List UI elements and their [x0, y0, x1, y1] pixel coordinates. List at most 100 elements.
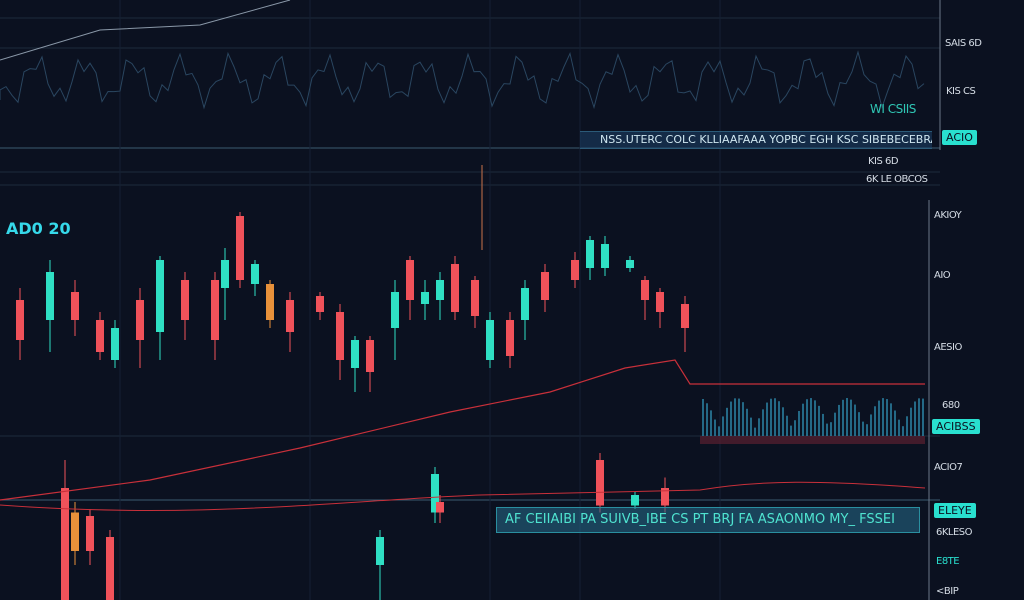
volume-bar — [830, 422, 832, 436]
volume-bar — [786, 415, 788, 436]
volume-bar — [838, 404, 840, 436]
top-series-line — [0, 0, 291, 61]
volume-bar — [922, 398, 924, 436]
candle — [571, 260, 579, 280]
candle — [111, 328, 119, 360]
volume-bar — [714, 419, 716, 436]
lower-candle — [661, 488, 669, 506]
lower-candle — [431, 474, 439, 513]
candle — [221, 260, 229, 288]
candle — [541, 272, 549, 300]
lower-candle — [631, 495, 639, 506]
volume-bar — [770, 398, 772, 436]
volume-bar — [870, 414, 872, 436]
candle — [451, 264, 459, 312]
candle — [521, 288, 529, 320]
volume-bar — [878, 400, 880, 436]
volume-bar — [706, 403, 708, 436]
volume-bar — [806, 399, 808, 436]
volume-bar — [778, 401, 780, 436]
candle — [251, 264, 259, 284]
volume-bar — [826, 423, 828, 436]
candle — [336, 312, 344, 360]
volume-bar — [902, 426, 904, 436]
axis-label-top-0: SAIS 6D — [945, 38, 982, 49]
candle — [681, 304, 689, 328]
candle — [486, 320, 494, 360]
volume-bar — [822, 413, 824, 436]
axis-label-main-5: <BIP — [936, 586, 959, 597]
candle — [626, 260, 634, 268]
lower-trend-line — [0, 481, 926, 511]
candle — [366, 340, 374, 372]
volume-bar — [766, 402, 768, 436]
volume-band — [700, 436, 925, 444]
volume-bar — [818, 405, 820, 436]
volume-bar — [858, 412, 860, 436]
volume-bar — [718, 426, 720, 436]
price-tag-lower: E8TE — [936, 556, 960, 567]
volume-bar — [750, 417, 752, 436]
volume-bar — [814, 400, 816, 436]
candle — [211, 280, 219, 340]
volume-bar — [722, 416, 724, 436]
volume-bar — [834, 412, 836, 436]
axis-label-top-4: 6K LE OBCOS — [866, 174, 928, 185]
price-tag-top: ACIO — [942, 130, 977, 145]
axis-label-top-2: KIS 6D — [868, 156, 899, 167]
price-tag-main: ACIBSS — [932, 419, 980, 434]
volume-bar — [898, 419, 900, 436]
candle — [316, 296, 324, 312]
candle — [406, 260, 414, 300]
volume-bar — [794, 420, 796, 436]
candle — [391, 292, 399, 328]
lower-candle — [61, 488, 69, 600]
volume-bar — [862, 421, 864, 436]
top-banner: NSS.UTERC COLC KLLIAAFAAA YOPBC EGH KSC … — [580, 131, 932, 149]
axis-label-main-4: ACIO7 — [934, 462, 963, 473]
candle — [601, 244, 609, 268]
candle — [421, 292, 429, 304]
volume-bar — [918, 398, 920, 436]
volume-bar — [890, 403, 892, 436]
lower-candle — [436, 502, 444, 513]
volume-bar — [874, 406, 876, 436]
volume-bar — [790, 425, 792, 436]
candle — [266, 284, 274, 320]
candle — [236, 216, 244, 280]
lower-candle — [596, 460, 604, 506]
axis-label-main-3: 680 — [942, 400, 960, 411]
volume-bar — [802, 403, 804, 436]
candle — [286, 300, 294, 332]
volume-bar — [906, 416, 908, 436]
candle — [136, 300, 144, 340]
candle — [436, 280, 444, 300]
volume-bar — [882, 398, 884, 436]
lower-axis-label: 6KLESO — [936, 527, 973, 538]
volume-bar — [762, 409, 764, 436]
volume-bar — [734, 398, 736, 436]
lower-candle — [106, 537, 114, 600]
volume-bar — [914, 401, 916, 436]
candle — [641, 280, 649, 300]
volume-bar — [810, 398, 812, 436]
volume-bar — [782, 407, 784, 436]
trend-line — [0, 359, 925, 501]
volume-bar — [730, 401, 732, 436]
volume-bar — [910, 407, 912, 436]
lower-candle — [376, 537, 384, 565]
candle — [16, 300, 24, 340]
candle — [156, 260, 164, 332]
volume-bar — [758, 418, 760, 436]
volume-bar — [894, 410, 896, 436]
volume-bar — [842, 399, 844, 436]
candle — [46, 272, 54, 320]
axis-label-main-0: AKIOY — [934, 210, 962, 221]
volume-bar — [846, 398, 848, 436]
candle — [656, 292, 664, 312]
volume-bar — [738, 398, 740, 436]
candle — [181, 280, 189, 320]
volume-bar — [798, 410, 800, 436]
chart-title: AD0 20 — [6, 219, 71, 238]
volume-bar — [746, 408, 748, 436]
